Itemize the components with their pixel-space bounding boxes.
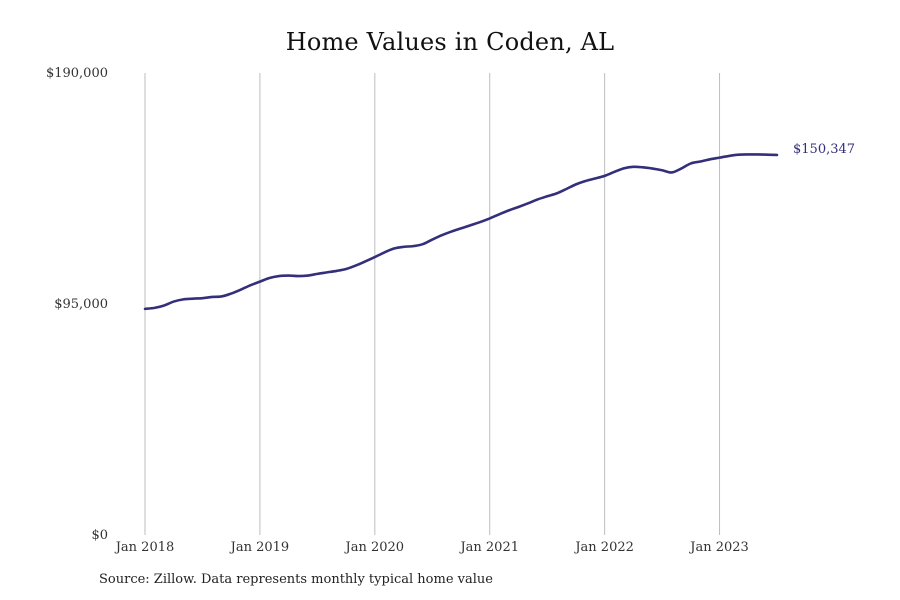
end-label-layer: $150,347 [793,142,855,157]
x-tick-label: Jan 2022 [573,540,634,555]
gridlines [144,73,721,535]
y-tick-label: $190,000 [46,66,108,81]
x-axis-tick-labels: Jan 2018 Jan 2019 Jan 2020 Jan 2021 Jan 2022… [114,540,749,555]
x-tick-label: Jan 2019 [229,540,290,555]
series-layer [143,153,779,311]
y-axis-tick-labels: $0 $95,000 $190,000 [46,66,108,543]
end-value-label: $150,347 [793,142,855,157]
y-tick-label: $0 [91,528,108,543]
chart-title: Home Values in Coden, AL [285,28,615,56]
source-note: Source: Zillow. Data represents monthly … [99,572,493,587]
x-tick-label: Jan 2018 [114,540,175,555]
x-tick-label: Jan 2020 [344,540,405,555]
y-tick-label: $95,000 [54,297,108,312]
x-tick-label: Jan 2021 [458,540,519,555]
series-line [143,153,779,311]
x-tick-label: Jan 2023 [688,540,749,555]
